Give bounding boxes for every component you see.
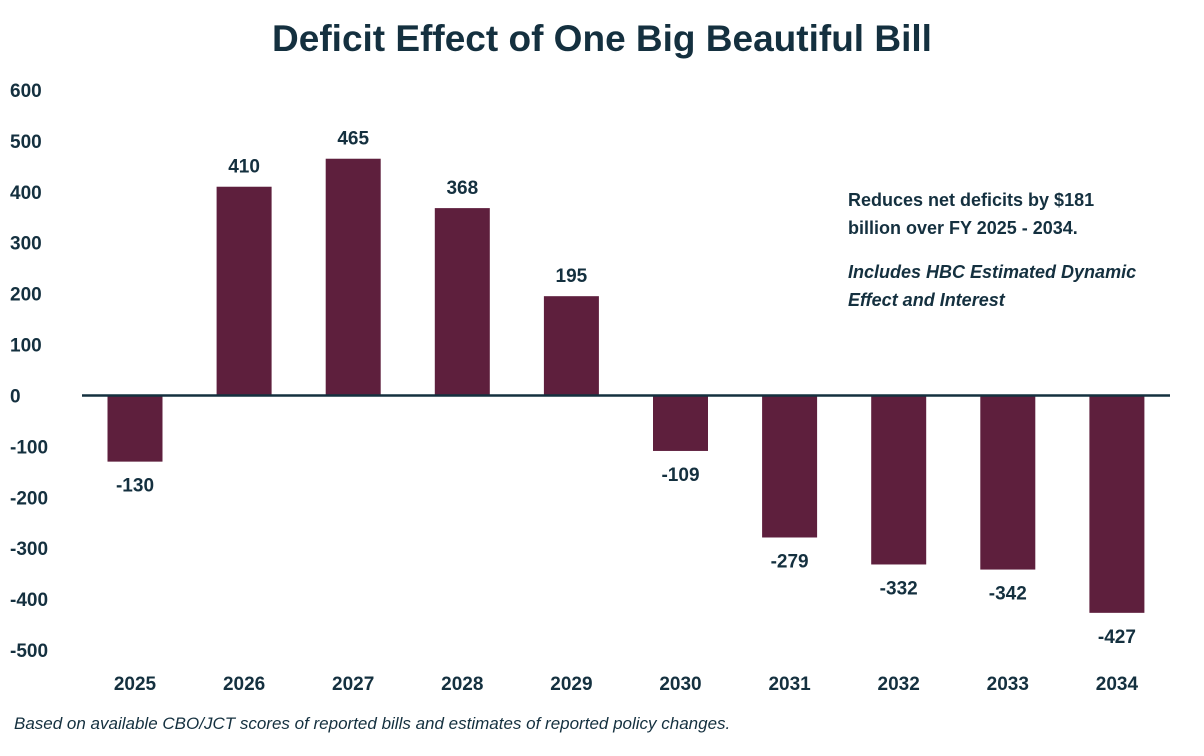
methodology-annotation: Includes HBC Estimated Dynamic Effect an… <box>848 262 1137 310</box>
data-label: 465 <box>337 129 369 150</box>
x-tick-label: 2028 <box>441 674 483 695</box>
data-label: -109 <box>661 465 699 486</box>
data-label: -342 <box>989 584 1027 605</box>
bar <box>980 395 1036 570</box>
x-tick-label: 2034 <box>1096 674 1139 695</box>
y-tick-label: 300 <box>10 234 42 255</box>
bar <box>1089 395 1145 613</box>
y-tick-label: -400 <box>10 590 48 611</box>
y-tick-label: 600 <box>10 81 42 102</box>
bar <box>543 296 599 396</box>
x-tick-label: 2026 <box>223 674 265 695</box>
data-label: -427 <box>1098 627 1136 648</box>
bar <box>653 395 708 451</box>
data-label: -279 <box>771 551 809 572</box>
footer-note: Based on available CBO/JCT scores of rep… <box>14 714 731 733</box>
x-tick-label: 2030 <box>659 674 701 695</box>
bar <box>762 395 818 538</box>
data-label: -130 <box>116 476 154 497</box>
y-tick-label: 400 <box>10 183 42 204</box>
x-tick-label: 2033 <box>987 674 1029 695</box>
y-tick-label: -100 <box>10 437 48 458</box>
chart-title: Deficit Effect of One Big Beautiful Bill <box>272 18 932 59</box>
y-tick-label: -500 <box>10 641 48 662</box>
y-tick-label: -200 <box>10 488 48 509</box>
data-label: 410 <box>228 157 260 178</box>
y-tick-label: 200 <box>10 285 42 306</box>
x-tick-label: 2032 <box>878 674 920 695</box>
bar <box>434 208 490 396</box>
y-tick-label: -300 <box>10 539 48 560</box>
data-label: 368 <box>446 178 478 199</box>
y-tick-label: 0 <box>10 386 21 407</box>
data-label: -332 <box>880 578 918 599</box>
data-label: 195 <box>556 266 588 287</box>
y-tick-label: 100 <box>10 336 42 357</box>
x-tick-label: 2029 <box>550 674 592 695</box>
bar <box>871 395 927 565</box>
x-tick-label: 2025 <box>114 674 157 695</box>
x-tick-label: 2027 <box>332 674 374 695</box>
bar <box>216 186 272 396</box>
bar <box>107 395 163 462</box>
summary-annotation: Reduces net deficits by $181 billion ove… <box>848 190 1095 238</box>
x-tick-label: 2031 <box>768 674 811 695</box>
y-tick-label: 500 <box>10 132 42 153</box>
bar <box>325 158 381 396</box>
